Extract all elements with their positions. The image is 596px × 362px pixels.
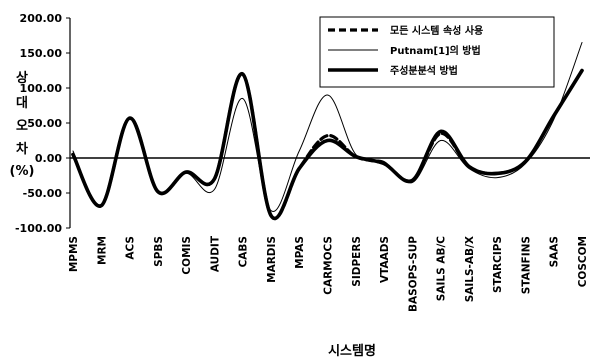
legend-label-0: 모든 시스템 속성 사용 <box>390 24 483 37</box>
x-category-label: MPMS <box>68 236 80 272</box>
y-axis-title-char: 오 <box>16 119 28 134</box>
x-category-label: ACS <box>125 236 137 260</box>
x-category-label: SAILS-AB/X <box>464 236 476 302</box>
series-line-0 <box>71 68 584 220</box>
x-category-label: COMIS <box>181 236 193 275</box>
x-category-label: CABS <box>238 236 250 267</box>
x-category-label: MPAS <box>294 236 306 269</box>
y-tick-label: 50.00 <box>27 117 62 130</box>
y-tick-label: 0.00 <box>35 152 62 165</box>
x-category-label: SIDPERS <box>351 236 363 287</box>
x-category-labels: MPMS MRM ACS SPBS COMIS AUDIT CABS MARDIS MPAS CA… <box>68 235 589 312</box>
y-axis: 200.00 150.00 100.00 50.00 0.00 -50.00 -100.00 <box>15 12 71 235</box>
y-tick-label: -100.00 <box>15 222 62 235</box>
y-axis-title-char: 대 <box>16 96 28 111</box>
x-category-label: COSCOM <box>577 236 589 287</box>
legend-label-2: 주성분분석 방법 <box>390 64 458 77</box>
x-category-label: SAILS AB/C <box>436 236 448 301</box>
x-category-label: SPBS <box>153 236 165 267</box>
series-line-2 <box>71 68 584 221</box>
y-tick-label: 100.00 <box>20 82 63 95</box>
y-tick-label: -50.00 <box>23 187 63 200</box>
y-tick-label: 150.00 <box>20 47 63 60</box>
x-category-label: MRM <box>96 236 108 265</box>
y-axis-title-char: (%) <box>10 164 35 179</box>
x-axis-title: 시스템명 <box>328 343 376 359</box>
y-axis-title-char: 상 <box>16 71 28 86</box>
x-category-label: VTAADS <box>379 236 391 283</box>
x-category-label: STANFINS <box>520 236 532 294</box>
x-category-label: SAAS <box>549 236 561 267</box>
y-ticks: 200.00 150.00 100.00 50.00 0.00 -50.00 -100.00 <box>15 12 70 235</box>
x-category-label: BASOPS-SUP <box>407 236 419 312</box>
x-category-label: AUDIT <box>209 235 221 272</box>
legend-box <box>319 16 555 88</box>
series-layer <box>71 42 584 221</box>
y-axis-title-char: 차 <box>16 141 28 157</box>
y-tick-label: 200.00 <box>20 12 63 25</box>
x-category-label: MARDIS <box>266 236 278 283</box>
x-category-label: STARCIPS <box>492 236 504 293</box>
legend-label-1: Putnam[1]의 방법 <box>390 44 481 57</box>
x-category-label: CARMOCS <box>323 236 335 295</box>
